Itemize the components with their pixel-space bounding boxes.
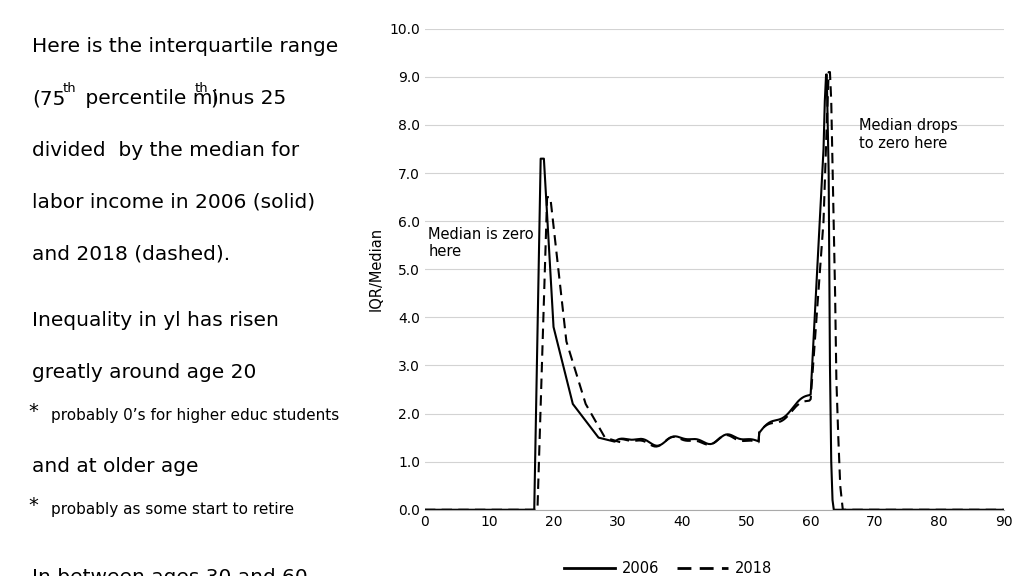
Text: Inequality in yl has risen: Inequality in yl has risen: [33, 311, 280, 330]
2018: [808, 351, 820, 358]
Text: probably as some start to retire: probably as some start to retire: [50, 502, 294, 517]
2006: [820, 71, 833, 78]
2018: [1000, 506, 1013, 513]
2018: [488, 506, 501, 513]
Text: greatly around age 20: greatly around age 20: [33, 363, 257, 382]
Text: (75: (75: [33, 89, 66, 108]
2006: [480, 506, 493, 513]
2006: [419, 506, 431, 513]
Text: Median is zero
here: Median is zero here: [428, 226, 534, 259]
Line: 2006: 2006: [425, 74, 1004, 510]
Text: In between ages 30 and 60: In between ages 30 and 60: [33, 568, 308, 576]
2018: [595, 427, 607, 434]
Text: th: th: [195, 82, 208, 96]
Text: th: th: [62, 82, 77, 96]
Text: labor income in 2006 (solid): labor income in 2006 (solid): [33, 193, 315, 212]
Text: ): ): [210, 89, 218, 108]
2006: [542, 222, 554, 229]
Text: probably 0’s for higher educ students: probably 0’s for higher educ students: [50, 408, 339, 423]
2018: [780, 414, 793, 421]
Text: *: *: [29, 496, 38, 515]
2006: [440, 506, 453, 513]
2018: [519, 506, 531, 513]
Text: *: *: [29, 402, 38, 421]
Text: and at older age: and at older age: [33, 457, 199, 476]
2018: [822, 69, 835, 75]
Y-axis label: IQR/Median: IQR/Median: [369, 227, 384, 312]
Text: Median drops
to zero here: Median drops to zero here: [859, 119, 957, 151]
2006: [570, 406, 583, 412]
2018: [817, 218, 829, 225]
Text: divided  by the median for: divided by the median for: [33, 141, 299, 160]
Legend: 2006, 2018: 2006, 2018: [558, 555, 778, 576]
Line: 2018: 2018: [425, 72, 1007, 510]
2006: [927, 506, 939, 513]
Text: Here is the interquartile range: Here is the interquartile range: [33, 37, 339, 56]
2006: [997, 506, 1010, 513]
Text: and 2018 (dashed).: and 2018 (dashed).: [33, 245, 230, 264]
2006: [584, 422, 596, 429]
2018: [419, 506, 431, 513]
Text: percentile minus 25: percentile minus 25: [79, 89, 286, 108]
